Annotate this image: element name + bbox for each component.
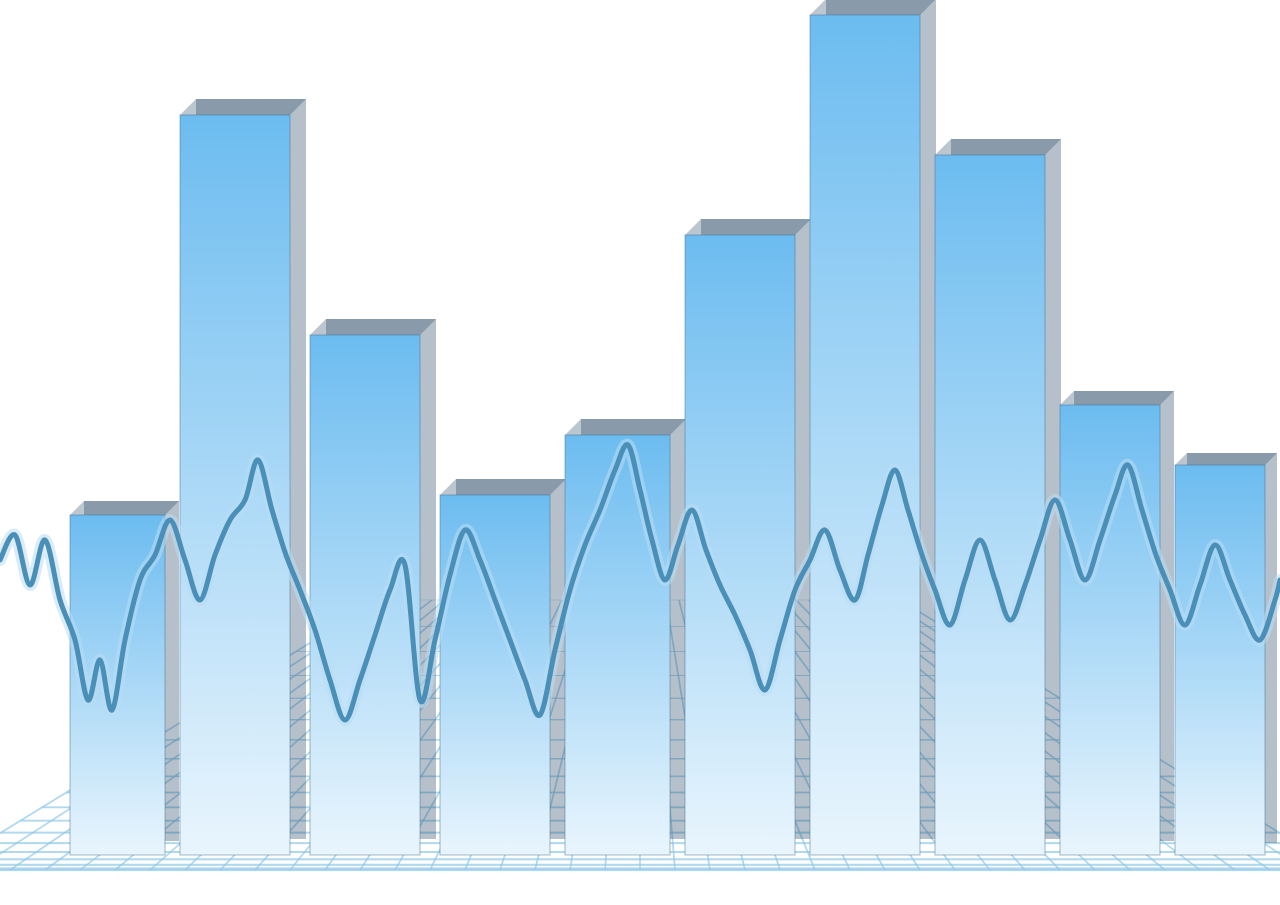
bar-9 — [1175, 465, 1265, 855]
bar-6 — [810, 15, 920, 855]
bar-top-facet — [1175, 453, 1277, 465]
bar-top-facet — [565, 419, 686, 435]
bar-top-facet — [1060, 391, 1174, 405]
bar-1 — [180, 115, 290, 855]
bars-layer — [70, 15, 1265, 855]
bar-4 — [565, 435, 670, 855]
bar-top-facet — [440, 479, 566, 495]
bar-8 — [1060, 405, 1160, 855]
bar-top-facet — [935, 139, 1061, 155]
bar-top-facet — [810, 0, 936, 15]
bar-top-facet — [180, 99, 306, 115]
bar-top-facet — [685, 219, 811, 235]
bar-chart-with-signal — [0, 0, 1280, 905]
bar-top-facet — [70, 501, 179, 515]
bar-top-facet — [310, 319, 436, 335]
bar-7 — [935, 155, 1045, 855]
